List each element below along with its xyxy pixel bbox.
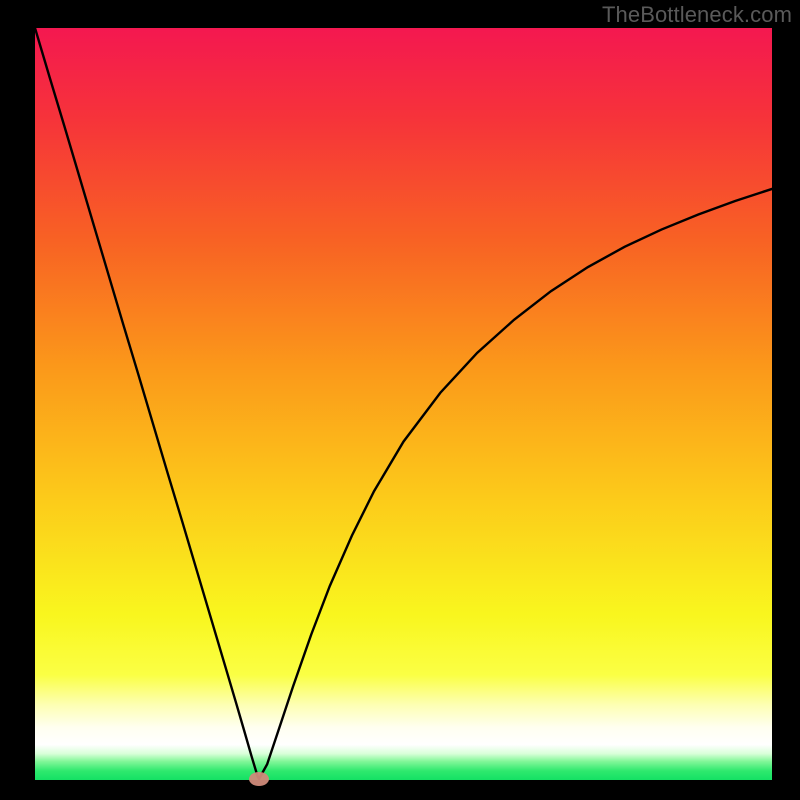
bottleneck-curve-chart <box>0 0 800 800</box>
minimum-marker <box>249 772 269 786</box>
plot-background-gradient <box>35 28 772 780</box>
chart-frame: TheBottleneck.com <box>0 0 800 800</box>
watermark-text: TheBottleneck.com <box>602 2 792 28</box>
